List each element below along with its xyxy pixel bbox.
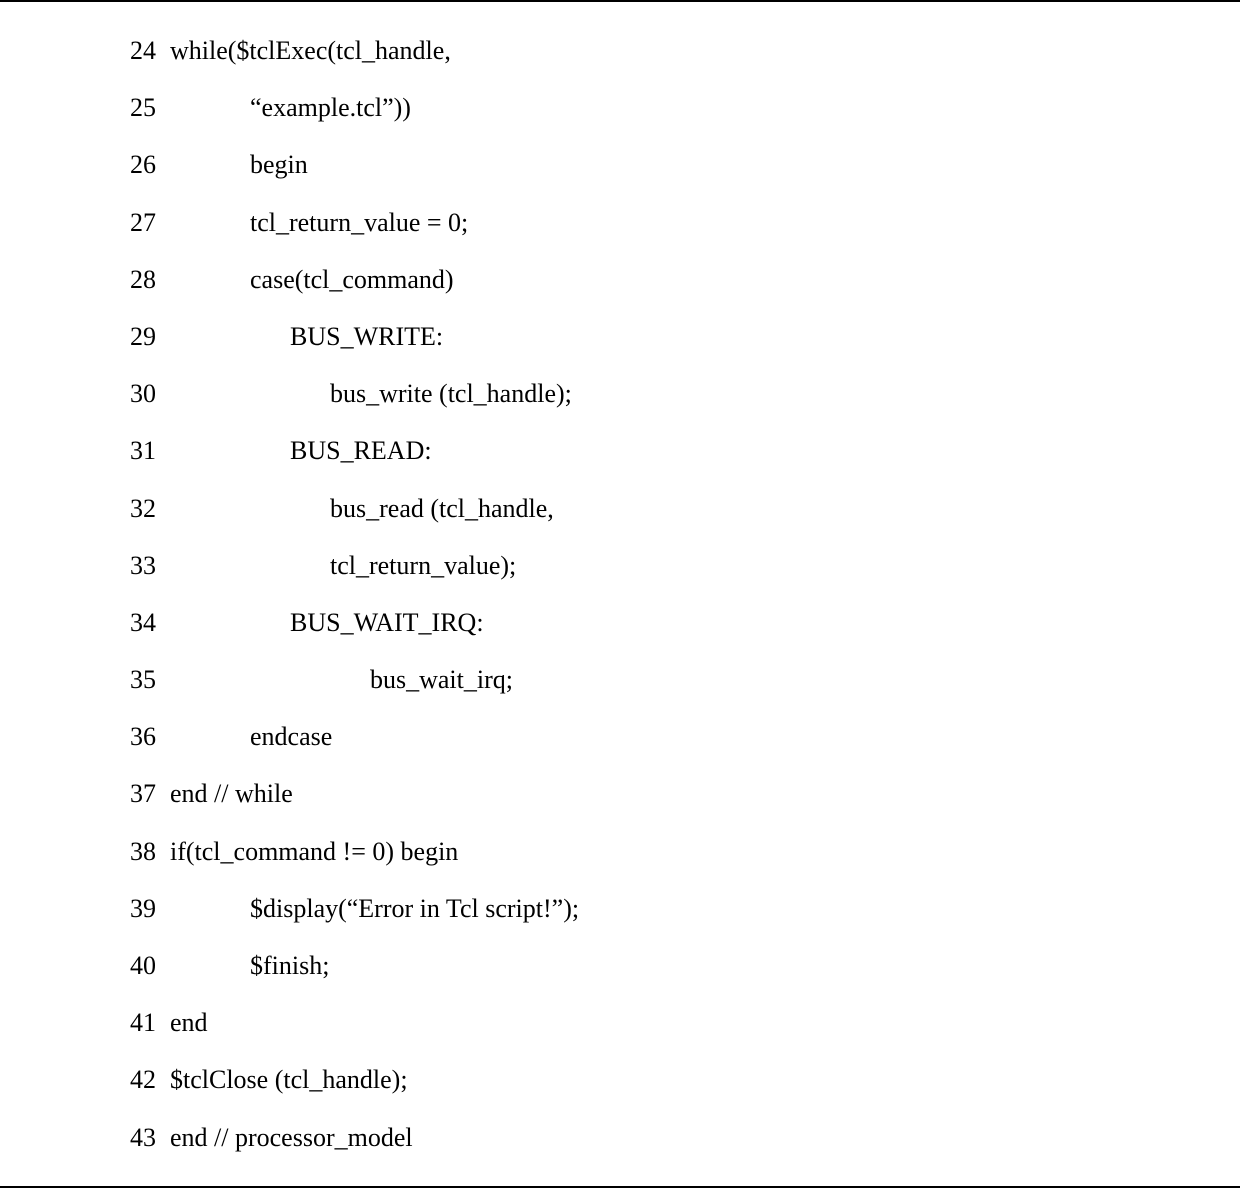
code-text: BUS_WRITE:: [290, 308, 443, 365]
code-text: while($tclExec(tcl_handle,: [170, 22, 451, 79]
code-line: 27 tcl_return_value = 0;: [130, 194, 1240, 251]
code-text: case(tcl_command): [250, 251, 454, 308]
line-number: 24: [130, 22, 170, 79]
code-line: 35 bus_wait_irq;: [130, 651, 1240, 708]
code-line: 41 end: [130, 994, 1240, 1051]
line-number: 33: [130, 537, 170, 594]
code-line: 43 end // processor_model: [130, 1109, 1240, 1166]
line-number: 32: [130, 480, 170, 537]
code-line: 29 BUS_WRITE:: [130, 308, 1240, 365]
line-number: 28: [130, 251, 170, 308]
code-line: 33 tcl_return_value);: [130, 537, 1240, 594]
line-number: 29: [130, 308, 170, 365]
code-text: end: [170, 994, 208, 1051]
code-text: if(tcl_command != 0) begin: [170, 823, 458, 880]
code-text: “example.tcl”)): [250, 79, 411, 136]
code-text: BUS_READ:: [290, 422, 432, 479]
code-line: 42 $tclClose (tcl_handle);: [130, 1051, 1240, 1108]
code-line: 37 end // while: [130, 765, 1240, 822]
code-text: endcase: [250, 708, 332, 765]
code-line: 39 $display(“Error in Tcl script!”);: [130, 880, 1240, 937]
line-number: 39: [130, 880, 170, 937]
code-text: begin: [250, 136, 308, 193]
code-text: end // while: [170, 765, 293, 822]
code-text: BUS_WAIT_IRQ:: [290, 594, 484, 651]
code-line: 24 while($tclExec(tcl_handle,: [130, 22, 1240, 79]
line-number: 43: [130, 1109, 170, 1166]
line-number: 34: [130, 594, 170, 651]
line-number: 25: [130, 79, 170, 136]
code-text: end // processor_model: [170, 1109, 413, 1166]
line-number: 31: [130, 422, 170, 479]
code-line: 32 bus_read (tcl_handle,: [130, 480, 1240, 537]
code-text: $tclClose (tcl_handle);: [170, 1051, 408, 1108]
code-line: 34 BUS_WAIT_IRQ:: [130, 594, 1240, 651]
code-text: bus_wait_irq;: [370, 651, 513, 708]
code-text: tcl_return_value = 0;: [250, 194, 468, 251]
code-line: 31 BUS_READ:: [130, 422, 1240, 479]
line-number: 26: [130, 136, 170, 193]
code-line: 28 case(tcl_command): [130, 251, 1240, 308]
line-number: 38: [130, 823, 170, 880]
code-line: 38 if(tcl_command != 0) begin: [130, 823, 1240, 880]
code-text: tcl_return_value);: [330, 537, 516, 594]
line-number: 35: [130, 651, 170, 708]
code-line: 40 $finish;: [130, 937, 1240, 994]
code-line: 26 begin: [130, 136, 1240, 193]
line-number: 37: [130, 765, 170, 822]
code-text: $display(“Error in Tcl script!”);: [250, 880, 579, 937]
line-number: 40: [130, 937, 170, 994]
code-line: 36 endcase: [130, 708, 1240, 765]
code-text: bus_read (tcl_handle,: [330, 480, 554, 537]
line-number: 36: [130, 708, 170, 765]
line-number: 41: [130, 994, 170, 1051]
code-listing: 24 while($tclExec(tcl_handle,25 “example…: [0, 0, 1240, 1188]
code-line: 25 “example.tcl”)): [130, 79, 1240, 136]
code-line: 30 bus_write (tcl_handle);: [130, 365, 1240, 422]
code-text: bus_write (tcl_handle);: [330, 365, 572, 422]
line-number: 42: [130, 1051, 170, 1108]
line-number: 30: [130, 365, 170, 422]
line-number: 27: [130, 194, 170, 251]
code-text: $finish;: [250, 937, 329, 994]
